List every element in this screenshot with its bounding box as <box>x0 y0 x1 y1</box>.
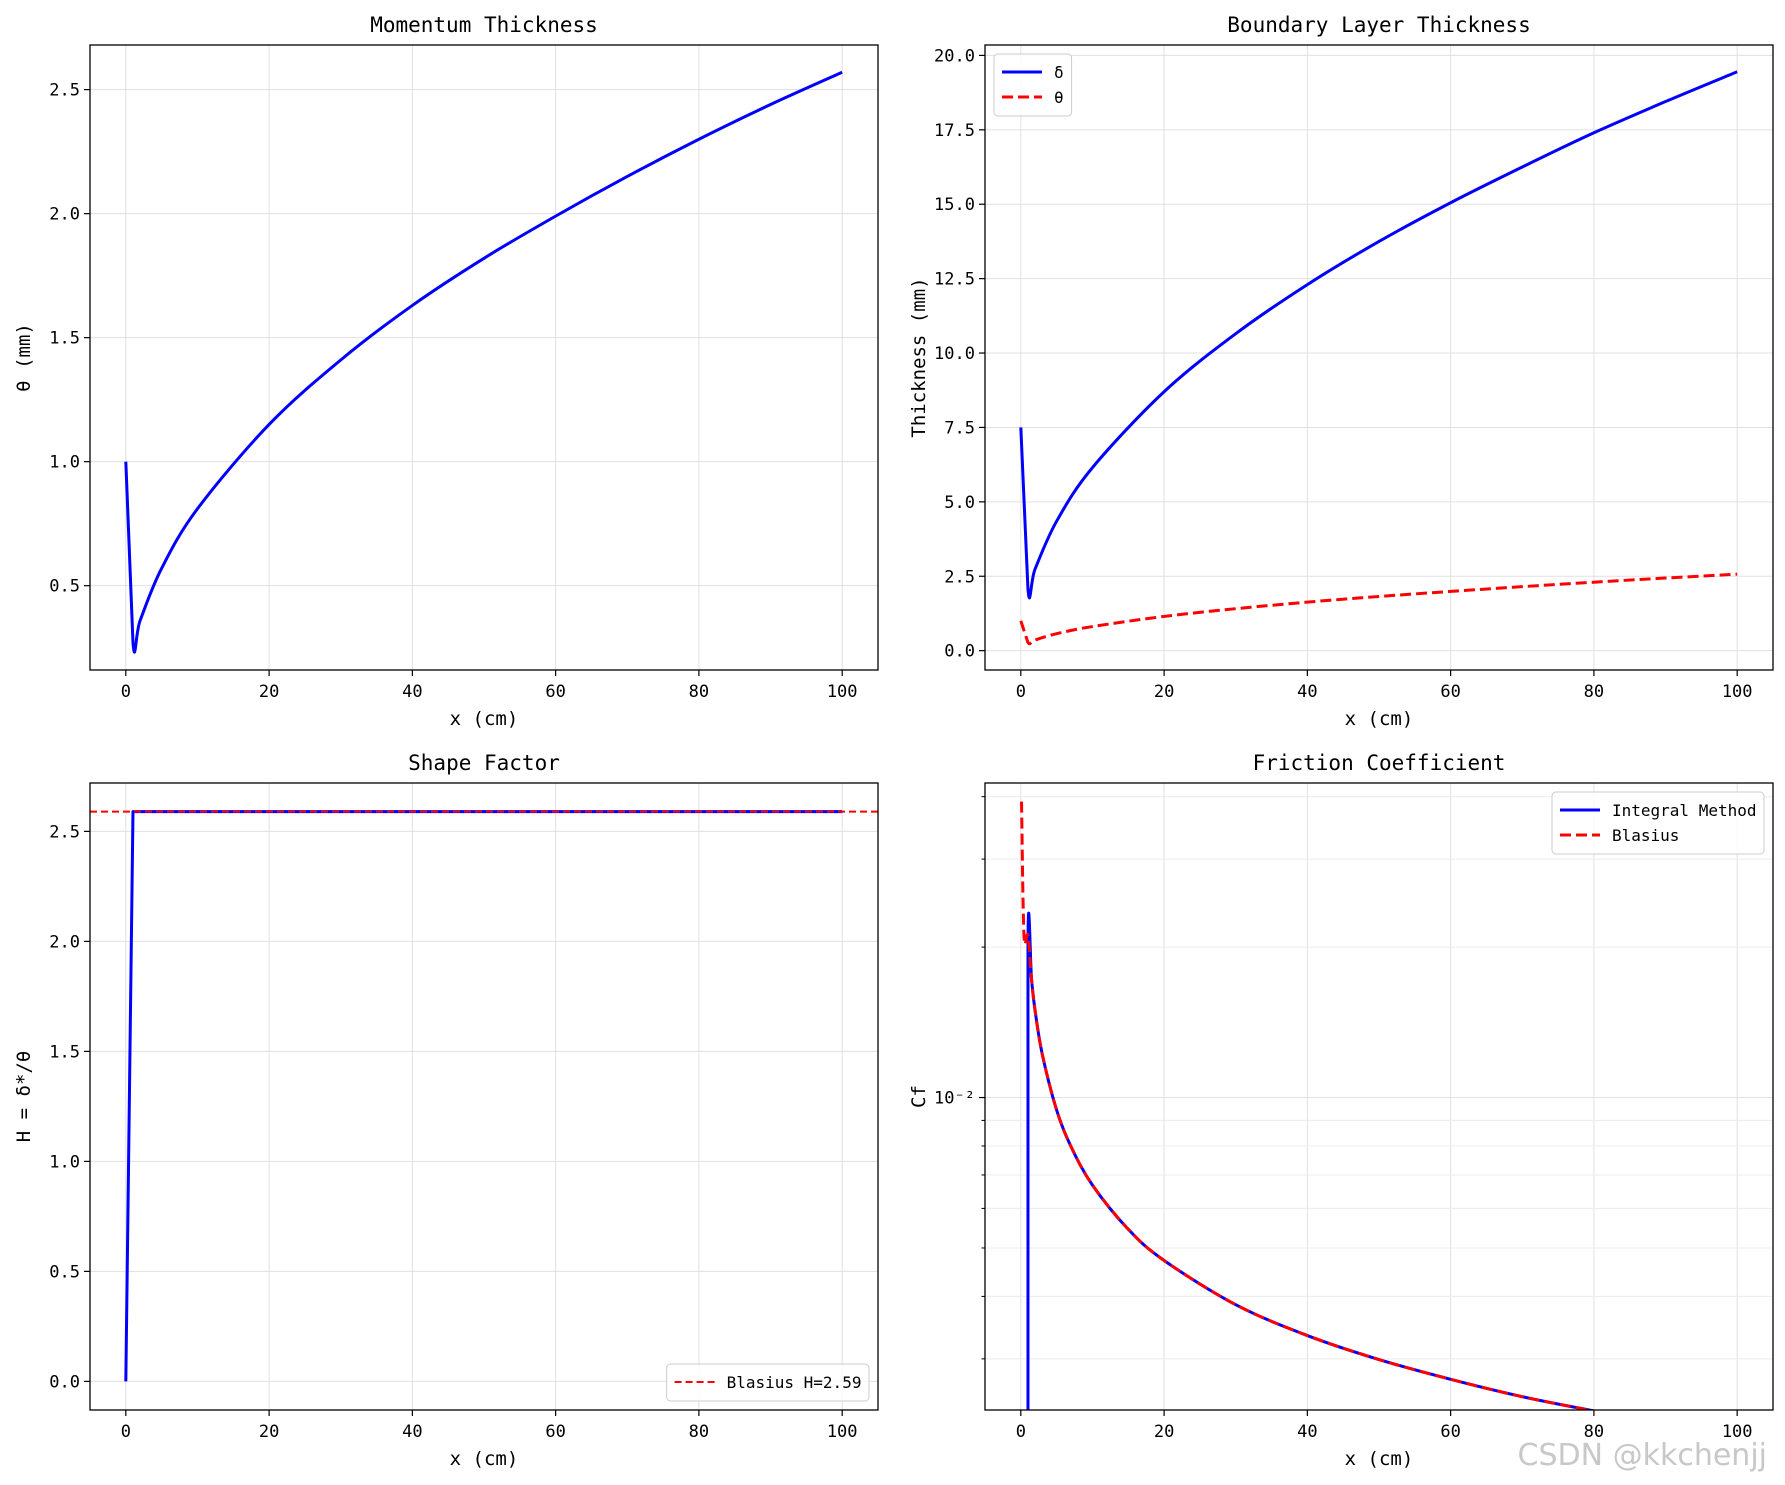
y-axis-label: H = δ*/θ <box>13 1051 35 1143</box>
y-axis-label: θ (mm) <box>13 323 35 392</box>
x-tick-label-4: 80 <box>689 1422 709 1442</box>
legend: Integral Method Blasius <box>1551 791 1765 855</box>
axes-frame <box>984 44 1774 671</box>
axes-frame <box>984 782 1774 1411</box>
y-tick-label-6: 15.0 <box>934 195 975 215</box>
y-tick-label-3: 2.0 <box>49 205 80 225</box>
legend-label-1: Blasius <box>1612 826 1679 845</box>
y-tick-label-3: 1.5 <box>49 1042 80 1062</box>
series-line-0 <box>1019 70 1738 600</box>
x-tick-label-5: 100 <box>827 682 858 702</box>
y-tick-label-5: 12.5 <box>934 270 975 290</box>
series-line-0 <box>124 810 843 1382</box>
chart-1: 0 20 40 60 80 100 0.0 2.5 5.0 7.5 10.0 12.5 15.0 17.5… <box>908 13 1774 730</box>
x-tick-label-0: 0 <box>121 1422 131 1442</box>
y-tick-label-4: 10.0 <box>934 344 975 364</box>
axes-frame <box>89 44 879 671</box>
legend: δθ <box>993 53 1073 117</box>
x-tick-label-1: 20 <box>1154 682 1174 702</box>
series-line-0 <box>1026 911 1598 1410</box>
legend-label-1: θ <box>1054 88 1064 107</box>
series-line-1 <box>1019 572 1738 646</box>
legend-label-0: δ <box>1054 63 1064 82</box>
y-tick-label-0: 0.5 <box>49 577 80 597</box>
x-tick-label-5: 100 <box>1722 1422 1753 1442</box>
chart-2: 0 20 40 60 80 100 0.0 0.5 1.0 1.5 2.0 2.5 Shape Fact… <box>13 751 879 1470</box>
chart-title: Boundary Layer Thickness <box>1227 13 1530 37</box>
y-tick-label-8: 20.0 <box>934 46 975 66</box>
chart-3: 0 20 40 60 80 100 10⁻² Friction Coefficient x (c… <box>908 751 1774 1470</box>
y-tick-label-0: 0.0 <box>49 1372 80 1392</box>
x-axis-label: x (cm) <box>450 1448 519 1470</box>
watermark: CSDN @kkchenjj <box>1517 1438 1767 1473</box>
x-tick-label-4: 80 <box>1584 682 1604 702</box>
x-axis-label: x (cm) <box>450 708 519 730</box>
y-tick-label-3: 7.5 <box>944 418 975 438</box>
series-line-0 <box>124 70 843 654</box>
x-tick-label-0: 0 <box>121 682 131 702</box>
x-tick-label-1: 20 <box>259 682 279 702</box>
legend-box <box>1551 791 1765 855</box>
x-tick-label-4: 80 <box>1584 1422 1604 1442</box>
x-axis-label: x (cm) <box>1345 708 1414 730</box>
y-tick-label-4: 2.0 <box>49 932 80 952</box>
x-tick-label-2: 40 <box>1297 1422 1317 1442</box>
x-tick-label-3: 60 <box>545 1422 565 1442</box>
x-tick-label-2: 40 <box>1297 682 1317 702</box>
x-tick-label-0: 0 <box>1016 1422 1026 1442</box>
chart-title: Momentum Thickness <box>370 13 598 37</box>
y-tick-label-0: 10⁻² <box>934 1089 975 1109</box>
series-line-1 <box>1020 801 1598 1410</box>
x-tick-label-5: 100 <box>827 1422 858 1442</box>
x-tick-label-3: 60 <box>1440 682 1460 702</box>
x-tick-label-2: 40 <box>402 1422 422 1442</box>
legend: Blasius H=2.59 <box>666 1363 870 1402</box>
y-tick-label-5: 2.5 <box>49 822 80 842</box>
x-tick-label-3: 60 <box>1440 1422 1460 1442</box>
x-tick-label-0: 0 <box>1016 682 1026 702</box>
chart-0: 0 20 40 60 80 100 0.5 1.0 1.5 2.0 2.5 Momentum Thic… <box>13 13 879 730</box>
x-tick-label-5: 100 <box>1722 682 1753 702</box>
legend-box <box>666 1363 870 1402</box>
y-tick-label-1: 0.5 <box>49 1262 80 1282</box>
y-tick-label-1: 1.0 <box>49 453 80 473</box>
x-tick-label-2: 40 <box>402 682 422 702</box>
x-tick-label-1: 20 <box>259 1422 279 1442</box>
legend-box <box>993 53 1073 117</box>
x-tick-label-4: 80 <box>689 682 709 702</box>
x-axis-label: x (cm) <box>1345 1448 1414 1470</box>
y-tick-label-1: 2.5 <box>944 567 975 587</box>
legend-label-0: Blasius H=2.59 <box>727 1373 862 1392</box>
y-tick-label-2: 1.5 <box>49 329 80 349</box>
y-tick-label-4: 2.5 <box>49 81 80 101</box>
y-tick-label-0: 0.0 <box>944 642 975 662</box>
y-tick-label-2: 1.0 <box>49 1152 80 1172</box>
axes-frame <box>89 782 879 1411</box>
y-tick-label-2: 5.0 <box>944 493 975 513</box>
y-axis-label: Cf <box>908 1085 930 1108</box>
x-tick-label-3: 60 <box>545 682 565 702</box>
x-tick-label-1: 20 <box>1154 1422 1174 1442</box>
y-axis-label: Thickness (mm) <box>908 277 930 437</box>
chart-title: Shape Factor <box>408 751 560 775</box>
y-tick-label-7: 17.5 <box>934 121 975 141</box>
chart-title: Friction Coefficient <box>1253 751 1506 775</box>
legend-label-0: Integral Method <box>1612 801 1757 820</box>
